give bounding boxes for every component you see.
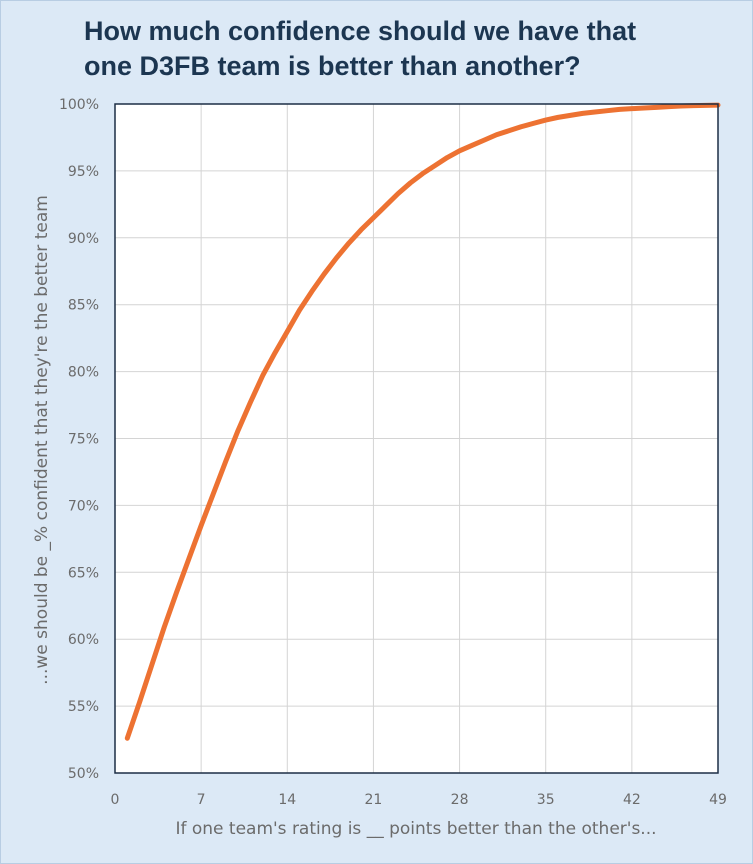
y-tick-label: 75% <box>68 432 99 448</box>
chart-title: How much confidence should we have that … <box>84 16 637 81</box>
y-tick-label: 85% <box>68 298 99 314</box>
y-tick-label: 55% <box>68 699 99 715</box>
x-tick-label: 28 <box>451 792 469 808</box>
y-axis-label: ...we should be _% confident that they'r… <box>32 195 52 685</box>
x-tick-label: 14 <box>278 792 296 808</box>
y-tick-label: 90% <box>68 231 99 247</box>
y-tick-label: 100% <box>59 97 99 113</box>
x-tick-label: 0 <box>111 792 120 808</box>
x-tick-label: 35 <box>537 792 555 808</box>
y-tick-label: 50% <box>68 766 99 782</box>
y-tick-label: 95% <box>68 164 99 180</box>
x-axis-label: If one team's rating is __ points better… <box>175 819 656 839</box>
plot-border <box>114 103 719 774</box>
y-tick-label: 60% <box>68 632 99 648</box>
series-line <box>124 102 721 741</box>
x-tick-label: 49 <box>709 792 727 808</box>
y-tick-label: 80% <box>68 365 99 381</box>
x-tick-label: 21 <box>365 792 383 808</box>
x-tick-label: 7 <box>197 792 206 808</box>
y-tick-label: 65% <box>68 565 99 581</box>
x-tick-label: 42 <box>623 792 641 808</box>
x-tick-labels: 0 7 14 21 28 35 42 49 <box>111 792 727 808</box>
y-tick-label: 70% <box>68 498 99 514</box>
y-tick-labels: 50% 55% 60% 65% 70% 75% 80% 85% 90% 95% 100% <box>59 97 99 782</box>
